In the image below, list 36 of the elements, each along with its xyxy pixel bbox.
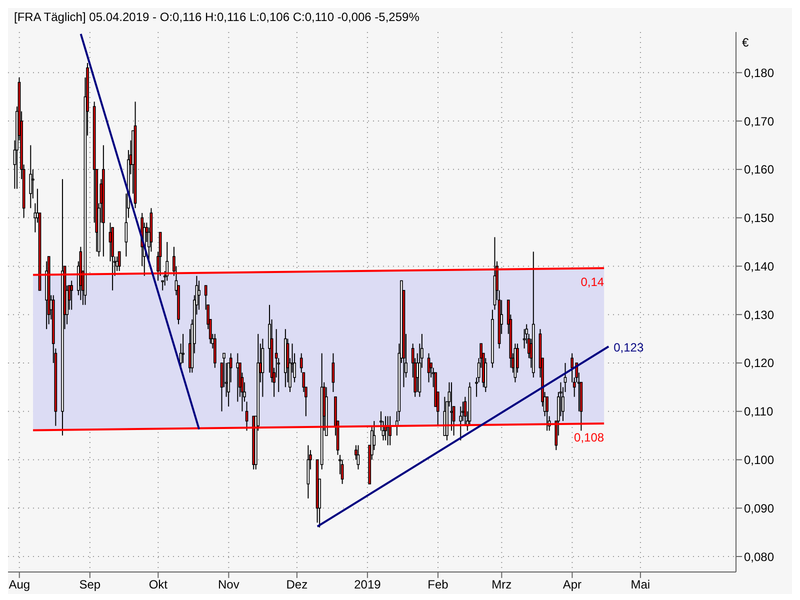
candlestick (340, 459, 344, 484)
x-tick-label: Dez (286, 578, 308, 592)
y-tick-label: 0,120 (744, 356, 774, 370)
y-tick-label: 0,080 (744, 550, 774, 564)
candlestick (356, 444, 360, 470)
y-tick-label: 0,090 (744, 501, 774, 516)
x-tick-label: Aug (8, 578, 30, 592)
chart-title: [FRA Täglich] 05.04.2019 - O:0,116 H:0,116 L:0,106 C:0,110 -0,006 -5,259% (13, 9, 420, 26)
candlestick (118, 251, 121, 272)
x-tick-label: Okt (148, 578, 168, 592)
y-tick-label: 0,180 (744, 66, 774, 80)
y-tick-label: 0,170 (744, 114, 774, 128)
y-tick-label: 0,130 (744, 308, 774, 322)
candlestick (70, 280, 74, 310)
x-tick-label: Nov (218, 578, 240, 592)
x-tick-label: Apr (562, 578, 582, 592)
data-label: 0,14 (580, 275, 604, 290)
y-tick-label: 0,100 (744, 453, 774, 467)
candlestick (182, 333, 184, 364)
y-tick-label: 0,160 (744, 162, 774, 177)
data-label: 0,108 (574, 430, 604, 444)
candlestick (546, 396, 548, 432)
candlestick (198, 280, 200, 310)
x-tick-label: Mai (630, 578, 650, 592)
y-tick-label: 0,140 (744, 259, 774, 274)
data-label: 0,123 (614, 340, 644, 355)
y-tick-label: 0,110 (744, 404, 774, 419)
x-tick-label: 2019 (354, 578, 382, 592)
x-tick-label: Sep (79, 578, 101, 592)
x-tick-label: Feb (428, 578, 449, 592)
y-tick-label: 0,150 (744, 211, 774, 226)
candlestick (29, 144, 32, 209)
y-axis-title: € (742, 36, 749, 50)
candlestick (245, 401, 248, 432)
candlestick (166, 242, 169, 282)
x-tick-label: Mrz (492, 578, 512, 592)
